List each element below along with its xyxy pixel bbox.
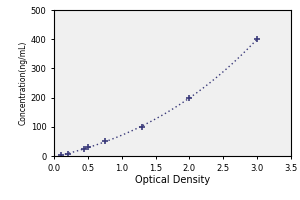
Y-axis label: Concentration(ng/mL): Concentration(ng/mL) xyxy=(19,41,28,125)
X-axis label: Optical Density: Optical Density xyxy=(135,175,210,185)
